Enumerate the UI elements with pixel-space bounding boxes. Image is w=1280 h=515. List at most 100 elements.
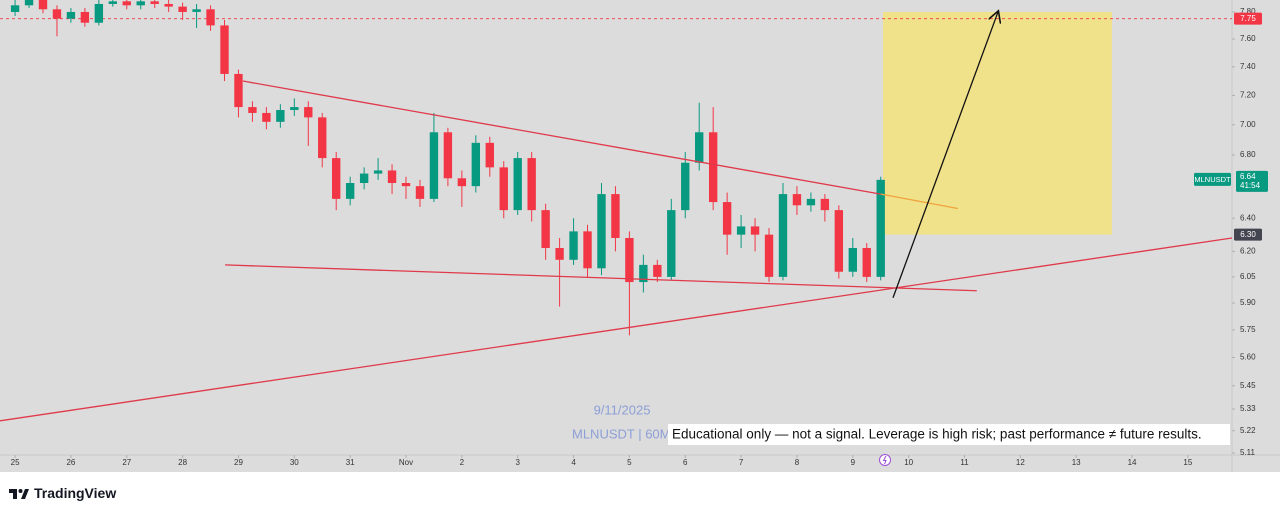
y-tick-label: 7.20	[1240, 91, 1256, 100]
candle-body	[108, 1, 118, 4]
countdown: 41:54	[1240, 181, 1261, 190]
candle-body	[234, 73, 243, 108]
candle-body	[220, 25, 229, 74]
symbol-label: MLNUSDT	[1194, 175, 1231, 184]
candle-body	[332, 158, 341, 199]
candle-body	[499, 167, 508, 211]
candle-body	[695, 132, 704, 163]
price-label: 7.75	[1240, 14, 1256, 23]
y-tick-label: 6.40	[1240, 213, 1256, 222]
candle-body	[178, 6, 187, 12]
candle-body	[80, 11, 90, 23]
y-tick-label: 5.22	[1240, 426, 1256, 435]
brand-name: TradingView	[34, 485, 116, 501]
trend-line	[880, 193, 958, 210]
trend-line	[242, 80, 881, 195]
last-price-box	[1236, 170, 1268, 192]
candle-body	[485, 142, 494, 168]
candle-body	[527, 158, 536, 211]
disclaimer: Educational only — not a signal. Leverag…	[672, 427, 1202, 442]
trend-line	[0, 237, 1232, 422]
y-tick-label: 7.60	[1240, 34, 1256, 43]
candle-body	[513, 158, 522, 211]
candle-body	[318, 117, 327, 159]
candle-body	[597, 194, 606, 269]
price-label-box	[1234, 12, 1262, 25]
y-tick-label: 5.75	[1240, 325, 1256, 334]
candle-body	[345, 182, 355, 199]
candle-body	[862, 247, 871, 277]
x-tick-label: 29	[234, 458, 243, 467]
candle-body	[834, 210, 844, 272]
y-tick-label: 5.60	[1240, 353, 1256, 362]
candle-body	[541, 210, 550, 248]
y-tick-label: 7.00	[1240, 120, 1256, 129]
x-tick-label: 8	[795, 458, 800, 467]
candle-body	[150, 1, 159, 4]
brand-logo[interactable]: TradingView	[9, 485, 116, 501]
x-tick-label: 14	[1128, 458, 1137, 467]
candle-body	[136, 1, 145, 6]
candle-body	[611, 194, 620, 238]
candle-body	[290, 107, 299, 111]
candle-body	[206, 9, 215, 26]
last-price: 6.64	[1240, 172, 1256, 181]
x-tick-label: 3	[515, 458, 520, 467]
candle-body	[262, 112, 271, 122]
x-tick-label: 11	[960, 458, 969, 467]
candle-body	[750, 226, 760, 235]
x-tick-label: 10	[904, 458, 913, 467]
candle-body	[667, 210, 676, 277]
candle-body	[387, 170, 397, 183]
candle-body	[653, 264, 662, 277]
candle-body	[24, 0, 34, 6]
x-tick-label: 31	[346, 458, 355, 467]
candle-body	[401, 182, 411, 187]
candle-body	[429, 132, 439, 199]
price-label-box	[1234, 228, 1262, 241]
candle-body	[736, 226, 746, 235]
logo-mark	[21, 489, 29, 499]
target-zone	[882, 11, 1112, 235]
y-tick-label: 7.80	[1240, 7, 1256, 16]
candle-body	[681, 162, 690, 211]
x-tick-label: 12	[1016, 458, 1025, 467]
candle-body	[764, 234, 774, 277]
candle-body	[373, 170, 383, 174]
x-tick-label: 7	[739, 458, 744, 467]
candle-body	[778, 194, 788, 277]
candle-body	[722, 202, 732, 235]
watermark-symbol: MLNUSDT | 60M	[572, 426, 671, 441]
candle-body	[876, 179, 885, 277]
x-tick-label: 4	[571, 458, 576, 467]
overlay: 9/11/2025 MLNUSDT | 60M Educational only…	[572, 402, 1230, 466]
candle-body	[820, 198, 830, 211]
candle-body	[806, 198, 816, 206]
price-label: 6.30	[1240, 230, 1256, 239]
candle-body	[639, 264, 648, 283]
candle-body	[192, 9, 201, 12]
x-tick-label: 5	[627, 458, 632, 467]
candle-body	[443, 132, 453, 179]
y-tick-label: 6.80	[1240, 150, 1256, 159]
x-tick-label: Nov	[399, 458, 413, 467]
candle-body	[248, 107, 257, 113]
candle-body	[66, 11, 76, 19]
plot-area	[0, 0, 1232, 422]
x-tick-label: 13	[1072, 458, 1081, 467]
y-tick-label: 6.20	[1240, 246, 1256, 255]
logo-mark	[18, 489, 23, 493]
x-tick-label: 9	[851, 458, 856, 467]
logo-mark	[9, 489, 17, 499]
x-tick-label: 15	[1183, 458, 1192, 467]
y-tick-label: 7.40	[1240, 62, 1256, 71]
candle-body	[164, 3, 173, 7]
watermark-date: 9/11/2025	[594, 402, 651, 417]
disclaimer-background	[668, 424, 1230, 445]
candle-body	[122, 1, 131, 6]
x-tick-label: 27	[122, 458, 131, 467]
trend-line	[225, 264, 977, 292]
y-tick-label: 5.90	[1240, 298, 1256, 307]
candle-body	[38, 0, 48, 10]
